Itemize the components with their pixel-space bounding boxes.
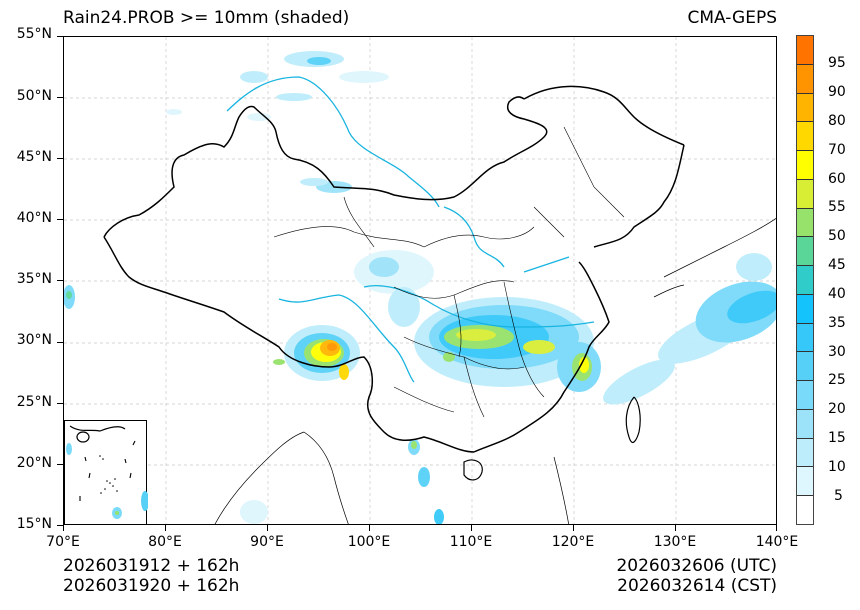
colorbar-label: 90 <box>828 84 846 100</box>
colorbar-swatch <box>797 122 813 152</box>
colorbar-label: 80 <box>828 113 846 129</box>
map-plot-area[interactable] <box>63 36 777 525</box>
x-tick-mark <box>471 525 472 531</box>
colorbar-label: 30 <box>828 344 846 360</box>
probability-shading <box>64 51 776 524</box>
colorbar-swatch <box>797 294 813 324</box>
x-tick-mark <box>165 525 166 531</box>
y-tick-label: 50°N <box>16 88 52 104</box>
colorbar-label: 15 <box>828 430 846 446</box>
x-tick-label: 120°E <box>551 534 595 550</box>
colorbar-swatch <box>797 266 813 295</box>
colorbar-label: 50 <box>828 228 846 244</box>
colorbar-label: 95 <box>828 55 846 71</box>
coastlines <box>214 217 776 524</box>
y-tick-label: 15°N <box>16 516 52 532</box>
y-tick-mark <box>57 403 63 404</box>
south-china-sea-inset <box>64 420 148 524</box>
x-tick-label: 70°E <box>46 534 80 550</box>
national-border <box>103 85 685 453</box>
valid-time-cst: 2026032614 (CST) <box>617 576 777 596</box>
colorbar-label: 40 <box>828 286 846 302</box>
colorbar-swatch <box>797 208 813 238</box>
colorbar-swatch <box>797 409 813 439</box>
colorbar-label: 60 <box>828 171 846 187</box>
y-tick-mark <box>57 219 63 220</box>
colorbar-label: 45 <box>828 257 846 273</box>
colorbar-swatch <box>797 179 813 209</box>
y-tick-mark <box>57 280 63 281</box>
precip-probability-map <box>64 37 776 524</box>
x-tick-mark <box>369 525 370 531</box>
colorbar-swatch <box>797 352 813 382</box>
x-tick-label: 140°E <box>755 534 799 550</box>
init-time-utc: 2026031912 + 162h <box>63 556 240 576</box>
x-tick-mark <box>63 525 64 531</box>
x-tick-label: 80°E <box>148 534 182 550</box>
y-tick-label: 45°N <box>16 149 52 165</box>
x-tick-mark <box>267 525 268 531</box>
x-tick-mark <box>776 525 777 531</box>
y-tick-label: 55°N <box>16 26 52 42</box>
y-tick-label: 40°N <box>16 210 52 226</box>
y-tick-mark <box>57 97 63 98</box>
x-tick-label: 100°E <box>347 534 391 550</box>
rivers <box>226 76 595 383</box>
colorbar-swatch <box>797 237 813 267</box>
y-tick-mark <box>57 525 63 526</box>
x-tick-label: 130°E <box>653 534 697 550</box>
colorbar-swatch <box>797 381 813 410</box>
colorbar-label: 55 <box>828 199 846 215</box>
valid-time-utc: 2026032606 (UTC) <box>616 556 777 576</box>
y-tick-mark <box>57 36 63 37</box>
x-tick-label: 110°E <box>449 534 493 550</box>
y-tick-label: 20°N <box>16 455 52 471</box>
colorbar-swatch <box>797 496 813 525</box>
colorbar-swatch <box>797 323 813 353</box>
colorbar-label: 10 <box>828 459 846 475</box>
colorbar-swatch <box>797 467 813 497</box>
init-time-block: 2026031912 + 162h 2026031920 + 162h <box>63 556 239 596</box>
colorbar-label: 35 <box>828 315 846 331</box>
inset-map <box>66 425 148 519</box>
colorbar-swatch <box>797 438 813 468</box>
y-tick-label: 25°N <box>16 394 52 410</box>
colorbar-label: 70 <box>828 142 846 158</box>
x-tick-mark <box>675 525 676 531</box>
colorbar <box>796 35 814 525</box>
provincial-boundaries <box>273 126 625 418</box>
y-tick-mark <box>57 342 63 343</box>
colorbar-swatch <box>797 93 813 123</box>
colorbar-swatch <box>797 151 813 180</box>
y-tick-mark <box>57 158 63 159</box>
colorbar-swatch <box>797 64 813 94</box>
colorbar-label: 20 <box>828 401 846 417</box>
colorbar-label: 25 <box>828 372 846 388</box>
x-tick-label: 90°E <box>250 534 284 550</box>
y-tick-label: 30°N <box>16 332 52 348</box>
y-tick-label: 35°N <box>16 271 52 287</box>
x-tick-mark <box>573 525 574 531</box>
valid-time-block: 2026032606 (UTC) 2026032614 (CST) <box>616 556 777 596</box>
colorbar-swatch <box>797 36 813 65</box>
model-name: CMA-GEPS <box>687 8 777 28</box>
init-time-cst: 2026031920 + 162h <box>63 576 240 596</box>
chart-title: Rain24.PROB >= 10mm (shaded) <box>63 8 350 28</box>
y-tick-mark <box>57 464 63 465</box>
colorbar-label: 5 <box>834 488 843 504</box>
